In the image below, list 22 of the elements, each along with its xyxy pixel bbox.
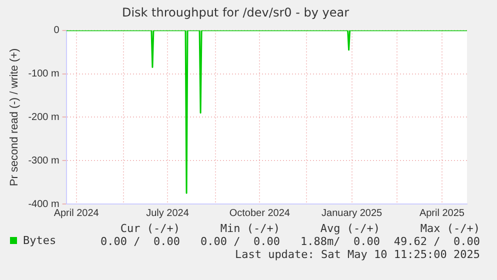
text: 1.88m/ 0.00	[300, 235, 380, 248]
x-tick-label: April 2025	[419, 208, 465, 219]
y-tick-label: -200 m	[28, 112, 60, 123]
legend-label: Bytes	[23, 234, 56, 247]
x-tick-label: July 2024	[146, 208, 190, 219]
y-tick-label: -400 m	[28, 198, 60, 210]
y-axis-title: Pr second read (-) / write (+)	[8, 48, 21, 186]
y-tick-label: -300 m	[28, 155, 60, 166]
x-tick-label: January 2025	[322, 208, 383, 219]
y-tick-label: 0	[54, 25, 60, 36]
text: Min (-/+)	[219, 222, 280, 235]
text: Cur (-/+)	[119, 222, 180, 235]
text: 49.62 / 0.00	[392, 235, 480, 248]
text: 0.00 / 0.00	[100, 235, 180, 248]
text: 0.00 / 0.00	[200, 235, 280, 248]
text: Last update: Sat May 10 11:25:00 2025	[234, 248, 480, 261]
text: Max (-/+)	[419, 222, 480, 235]
text: Avg (-/+)	[319, 222, 380, 235]
x-tick-label: October 2024	[229, 208, 290, 219]
chart-title: Disk throughput for /dev/sr0 - by year	[122, 5, 350, 20]
y-tick-label: -100 m	[28, 68, 60, 80]
x-tick-label: April 2024	[54, 208, 100, 219]
